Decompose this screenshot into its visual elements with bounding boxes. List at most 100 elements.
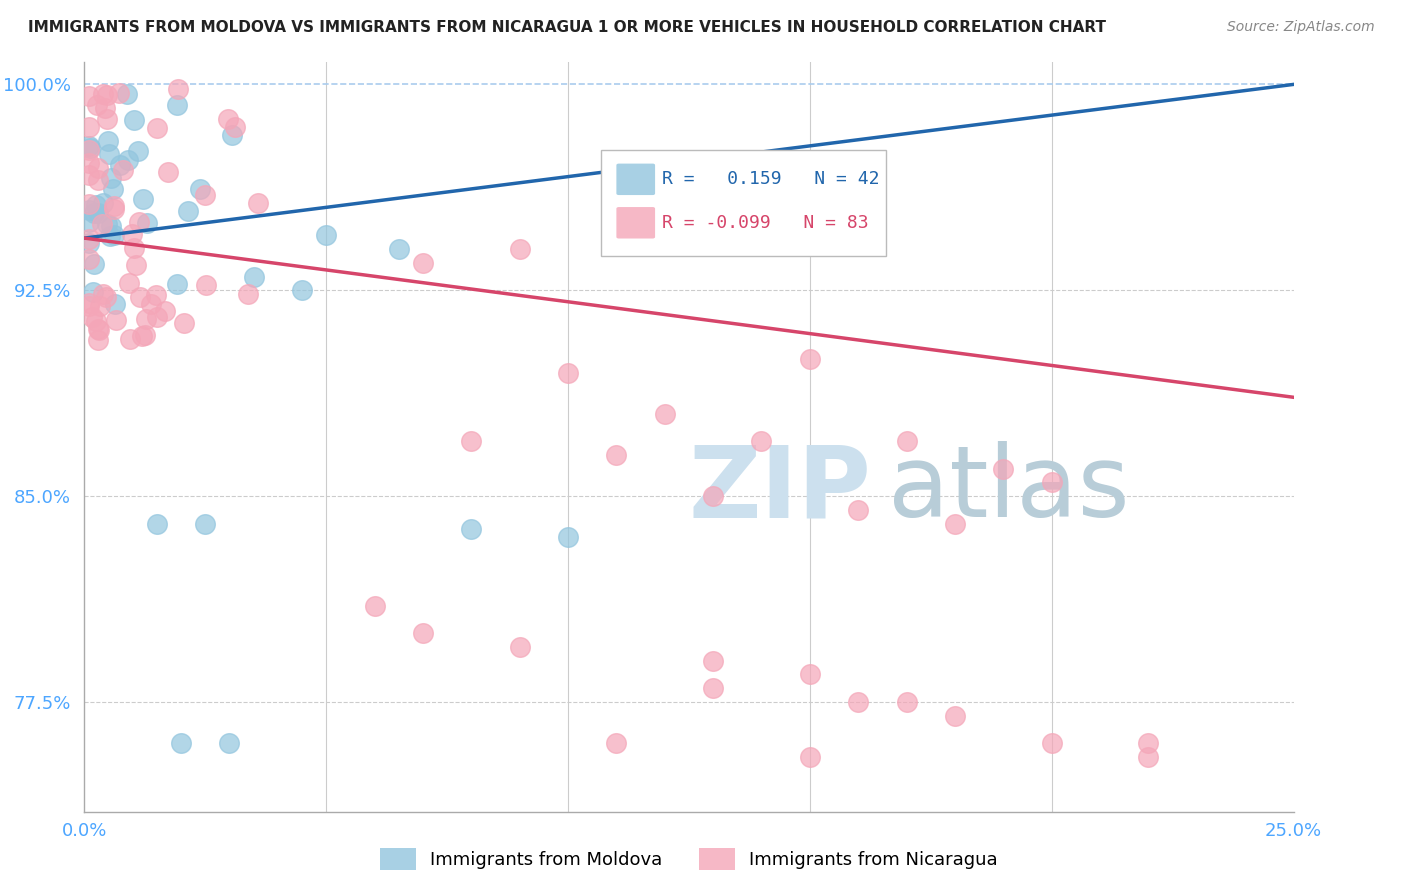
FancyBboxPatch shape [616,163,655,195]
Point [77,215,100,229]
Point [122,241,145,255]
Point [702,654,724,668]
Point [1040,736,1063,750]
Point [799,667,821,681]
Point [94,290,117,304]
Text: Source: ZipAtlas.com: Source: ZipAtlas.com [1227,20,1375,34]
Point [77,236,100,251]
Point [146,310,169,325]
Point [108,158,131,172]
Point [167,81,190,95]
Point [190,182,212,196]
Point [77,168,100,182]
Text: atlas: atlas [889,441,1130,538]
Point [224,120,246,134]
Point [104,312,127,326]
Point [846,695,869,709]
Point [1137,736,1160,750]
Point [131,329,153,343]
Point [166,277,188,291]
Point [77,252,100,266]
Point [157,165,180,179]
Point [155,303,177,318]
Point [79,141,101,155]
Point [170,736,193,750]
Point [194,188,217,202]
Point [83,206,105,220]
Point [91,196,114,211]
Point [103,202,125,216]
Point [90,217,112,231]
Point [218,736,240,750]
Point [87,322,110,336]
Point [127,144,149,158]
Point [136,216,159,230]
Point [87,322,110,336]
Point [993,461,1015,475]
Point [217,112,239,127]
Point [87,334,110,348]
Point [177,204,200,219]
Text: IMMIGRANTS FROM MOLDOVA VS IMMIGRANTS FROM NICARAGUA 1 OR MORE VEHICLES IN HOUSE: IMMIGRANTS FROM MOLDOVA VS IMMIGRANTS FR… [28,20,1107,35]
Point [77,232,100,246]
Point [94,101,117,115]
Point [509,640,531,654]
FancyBboxPatch shape [616,207,655,238]
Point [145,287,167,301]
Point [846,503,869,517]
Point [702,681,724,696]
Point [77,139,100,153]
Point [605,736,627,750]
Point [77,88,100,103]
Point [943,708,966,723]
Point [896,695,918,709]
Point [236,286,259,301]
Point [125,259,148,273]
Point [84,314,107,328]
Point [702,489,724,503]
Point [221,128,243,143]
Point [77,197,100,211]
Point [146,516,169,531]
Point [100,229,122,244]
Point [104,296,127,310]
Point [751,434,773,449]
Text: ZIP: ZIP [689,441,872,538]
Point [412,626,434,640]
Point [118,332,141,346]
Point [96,112,118,126]
Point [460,522,482,536]
Point [77,203,100,218]
Point [97,134,120,148]
Point [242,269,264,284]
Point [89,299,111,313]
Point [107,87,129,101]
Point [173,317,195,331]
Point [412,256,434,270]
Point [799,749,821,764]
Point [77,300,100,314]
Point [118,276,141,290]
Point [460,434,482,449]
Point [83,257,105,271]
Point [363,599,385,613]
Point [129,290,152,304]
Point [79,296,101,310]
Point [97,147,120,161]
Point [91,87,114,101]
Point [117,153,139,167]
Point [100,171,122,186]
Point [86,97,108,112]
Point [943,516,966,531]
Point [605,448,627,462]
Point [134,327,156,342]
Point [77,156,100,170]
Point [111,162,134,177]
Point [86,206,108,220]
Point [82,285,104,300]
Point [122,113,145,128]
Point [145,121,167,136]
Point [557,366,579,380]
Point [139,296,162,310]
Point [291,283,314,297]
